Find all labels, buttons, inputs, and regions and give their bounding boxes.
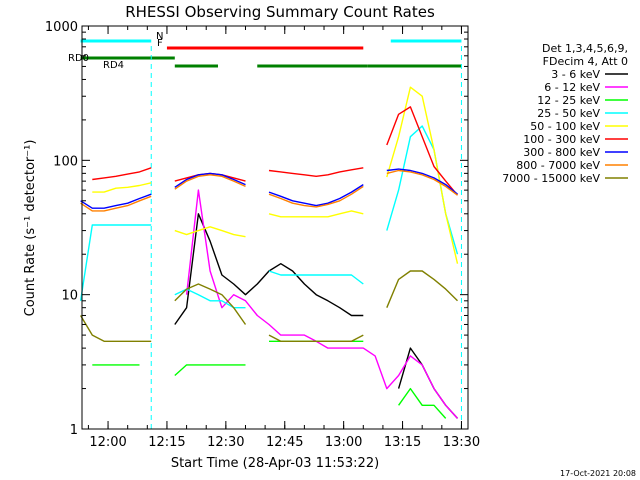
legend-entry-label: 300 - 800 keV — [523, 146, 600, 159]
x-axis-label: Start Time (28-Apr-03 11:53:22) — [171, 456, 379, 471]
plot-frame — [81, 25, 469, 430]
series-line-3 — [79, 125, 459, 309]
series-line-2 — [92, 340, 447, 419]
x-tick-label: 12:00 — [89, 435, 126, 450]
y-tick-label: 1 — [70, 423, 78, 438]
series-line-8 — [79, 270, 458, 342]
footer-date: 17-Oct-2021 20:08 — [560, 469, 636, 478]
x-tick-label: 12:45 — [266, 435, 303, 450]
legend-entry-label: 50 - 100 keV — [530, 120, 600, 133]
legend-entry-label: 800 - 7000 keV — [516, 159, 600, 172]
y-tick-label: 1000 — [45, 20, 78, 35]
x-tick-label: 13:00 — [325, 435, 362, 450]
series-line-6 — [80, 168, 458, 209]
y-tick-label: 10 — [61, 289, 78, 304]
legend: Det 1,3,4,5,6,9,FDecim 4, Att 03 - 6 keV… — [502, 42, 628, 185]
legend-header-line: FDecim 4, Att 0 — [543, 55, 628, 68]
flag-label-rd4: RD4 — [103, 60, 124, 71]
y-axis-label: Count Rate (s⁻¹ detector⁻¹) — [23, 140, 38, 317]
legend-entry-label: 3 - 6 keV — [551, 68, 600, 81]
series-line-4 — [92, 86, 459, 264]
legend-entry-label: 25 - 50 keV — [537, 107, 600, 120]
flag-label-n: N — [156, 31, 163, 42]
night-markers — [150, 46, 462, 429]
legend-header-line: Det 1,3,4,5,6,9, — [542, 42, 628, 55]
legend-entry-label: 6 - 12 keV — [544, 81, 600, 94]
plot-series — [79, 86, 459, 419]
x-tick-label: 13:15 — [384, 435, 421, 450]
observing-flags: NF RD0 RD4 — [68, 31, 462, 71]
x-axis: 12:00 12:15 12:30 12:45 13:00 13:15 13:30 — [87, 26, 480, 450]
x-tick-label: 13:30 — [443, 435, 480, 450]
legend-entry-label: 100 - 300 keV — [523, 133, 600, 146]
legend-entry-label: 12 - 25 keV — [537, 94, 600, 107]
x-tick-label: 12:15 — [148, 435, 185, 450]
chart-title: RHESSI Observing Summary Count Rates — [125, 3, 435, 21]
flag-label-rd0: RD0 — [68, 53, 89, 64]
y-axis: 1 10 100 1000 — [45, 20, 468, 438]
flag-label-f: F — [157, 38, 163, 49]
x-tick-label: 12:30 — [207, 435, 244, 450]
y-tick-label: 100 — [53, 154, 78, 169]
series-line-7 — [80, 169, 458, 212]
series-line-1 — [185, 189, 459, 419]
legend-entry-label: 7000 - 15000 keV — [502, 172, 600, 185]
